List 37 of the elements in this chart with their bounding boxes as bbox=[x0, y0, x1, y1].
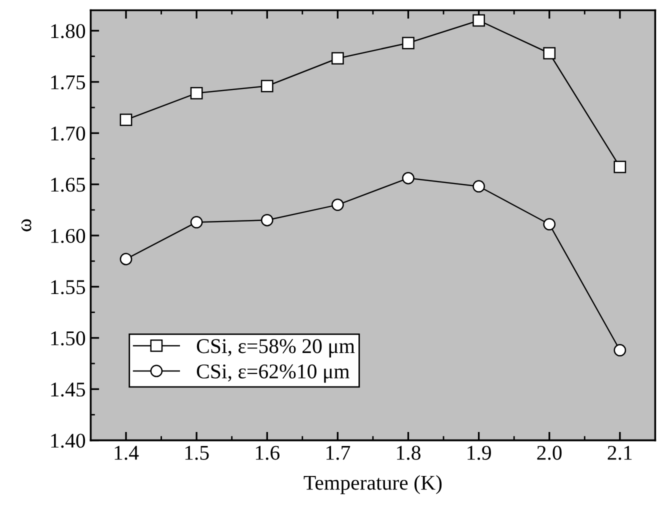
y-tick-label: 1.80 bbox=[51, 24, 86, 38]
point bbox=[332, 52, 344, 65]
y-tick-label: 1.45 bbox=[51, 382, 86, 397]
point bbox=[120, 252, 132, 266]
point bbox=[190, 87, 203, 100]
legend-label: CSi, ε=62%10 μm bbox=[196, 364, 350, 383]
y-tick-label: 1.65 bbox=[51, 178, 86, 192]
x-tick-label: 1.4 bbox=[114, 446, 139, 460]
y-tick-label: 1.50 bbox=[51, 331, 86, 346]
x-tick-label: 1.9 bbox=[468, 446, 491, 460]
y-axis-title: ω bbox=[21, 219, 32, 232]
point bbox=[614, 344, 626, 356]
point bbox=[120, 114, 132, 126]
y-tick-label: 1.60 bbox=[51, 228, 86, 244]
point bbox=[472, 180, 485, 193]
point bbox=[260, 80, 274, 92]
point bbox=[190, 216, 203, 228]
x-tick-label: 1.5 bbox=[185, 446, 209, 460]
point bbox=[543, 47, 556, 60]
x-tick-label: 2.1 bbox=[608, 446, 632, 460]
point bbox=[472, 14, 485, 27]
y-tick-label: 1.40 bbox=[51, 434, 86, 448]
legend-label: CSi, ε=58% 20 μm bbox=[196, 339, 355, 358]
x-tick-label: 1.8 bbox=[397, 446, 420, 460]
point bbox=[402, 36, 414, 50]
point bbox=[543, 218, 556, 230]
y-tick-label: 1.70 bbox=[51, 126, 86, 141]
point bbox=[614, 160, 626, 174]
y-tick-label: 1.75 bbox=[51, 75, 86, 90]
x-tick-label: 1.7 bbox=[326, 446, 350, 460]
x-tick-label: 2.0 bbox=[537, 446, 562, 460]
point bbox=[260, 214, 274, 226]
y-tick-label: 1.55 bbox=[51, 280, 86, 294]
point bbox=[402, 172, 414, 184]
point bbox=[332, 198, 344, 211]
x-axis-title: Temperature (K) bbox=[304, 475, 442, 494]
x-tick-label: 1.6 bbox=[256, 446, 280, 460]
